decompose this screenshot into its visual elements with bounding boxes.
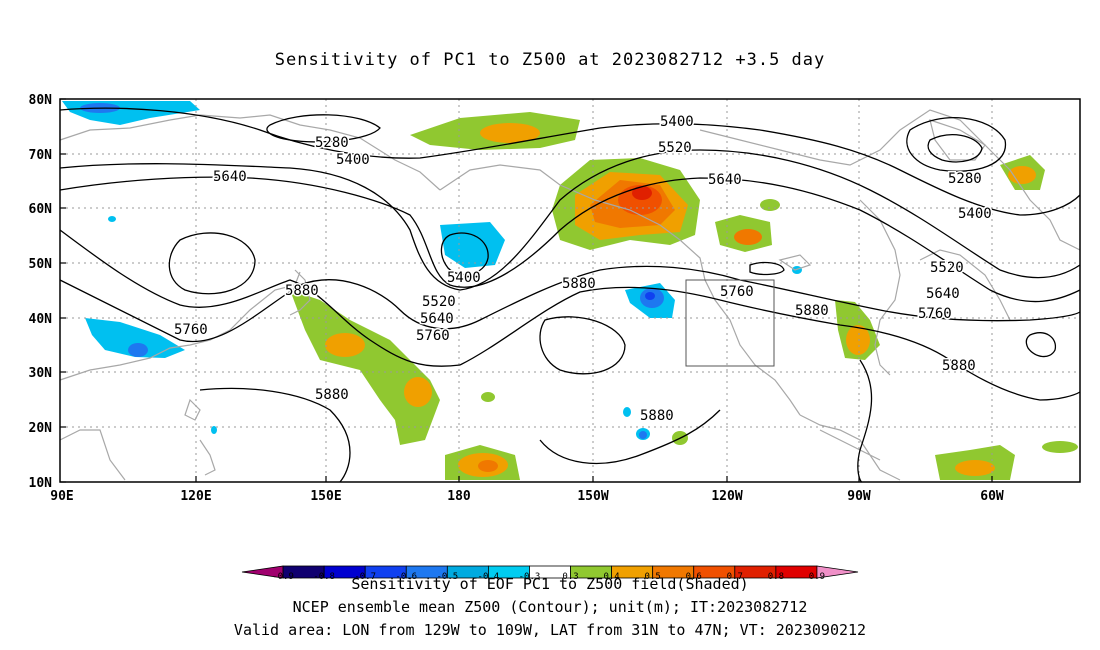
lon-label: 150E <box>310 489 341 504</box>
lon-label: 60W <box>980 489 1004 504</box>
lon-label: 120E <box>180 489 211 504</box>
lat-label: 60N <box>29 202 53 217</box>
colorbar-tick-label: 0.7 <box>726 572 743 582</box>
colorbar <box>241 565 859 579</box>
lon-label: 120W <box>711 489 742 504</box>
colorbar-tick-label: -0.7 <box>354 572 377 582</box>
contour-label: 5880 <box>562 276 596 292</box>
colorbar-tick-label: -0.3 <box>518 572 541 582</box>
contour-label: 5280 <box>315 135 349 151</box>
colorbar-tick-label: -0.4 <box>477 572 500 582</box>
colorbar-tick-label: -0.5 <box>436 572 459 582</box>
contour-label: 5760 <box>720 284 754 300</box>
colorbar-swatch <box>816 565 859 579</box>
colorbar-tick-label: -0.6 <box>395 572 418 582</box>
contour-label: 5880 <box>285 283 319 299</box>
contour-label: 5640 <box>926 286 960 302</box>
colorbar-tick-label: 0.8 <box>767 572 784 582</box>
colorbar-tick-label: 0.6 <box>685 572 702 582</box>
contour-label: 5400 <box>958 206 992 222</box>
contour-label: 5640 <box>708 172 742 188</box>
caption-contour: NCEP ensemble mean Z500 (Contour); unit(… <box>292 598 808 616</box>
lon-label: 90W <box>847 489 871 504</box>
lat-label: 80N <box>29 93 53 108</box>
contour-label: 5640 <box>213 169 247 185</box>
colorbar-tick-label: 0.9 <box>808 572 826 582</box>
contour-label: 5520 <box>930 260 964 276</box>
z500-contours <box>59 107 1081 483</box>
contour-labels: 5280 5400 5640 5400 5520 5640 5760 5880 … <box>173 113 994 426</box>
lat-label: 20N <box>29 421 53 436</box>
contour-label: 5520 <box>422 294 456 310</box>
contour-label: 5880 <box>795 303 829 319</box>
contour-label: 5280 <box>948 171 982 187</box>
chart-title: Sensitivity of PC1 to Z500 at 2023082712… <box>274 50 826 70</box>
colorbar-tick-label: -0.8 <box>313 572 335 582</box>
lat-label: 70N <box>29 148 53 163</box>
contour-label: 5760 <box>918 306 952 322</box>
contour-label: 5880 <box>315 387 349 403</box>
colorbar-tick-labels: -0.9 -0.8 -0.7 -0.6 -0.5 -0.4 -0.3 0.3 0.4 0.5 0.6… <box>240 572 860 586</box>
caption-shaded: Sensitivity of EOF PC1 to Z500 field(Sha… <box>351 575 749 593</box>
contour-label: 5880 <box>640 408 674 424</box>
verification-box <box>685 279 775 367</box>
lon-label: 90E <box>50 489 73 504</box>
shaded-regions <box>62 101 1078 480</box>
lat-label: 40N <box>29 312 53 327</box>
lat-label: 50N <box>29 257 53 272</box>
caption-valid-area: Valid area: LON from 129W to 109W, LAT f… <box>233 621 867 639</box>
colorbar-tick-label: 0.4 <box>603 572 620 582</box>
latitude-labels: 80N 70N 60N 50N 40N 30N 20N 10N <box>29 93 53 491</box>
contour-label: 5640 <box>420 311 454 327</box>
lon-label: 180 <box>447 489 471 504</box>
contour-label: 5880 <box>942 358 976 374</box>
contour-label: 5400 <box>336 152 370 168</box>
contour-label: 5520 <box>658 140 692 156</box>
lat-label: 10N <box>29 476 53 491</box>
lat-label: 30N <box>29 366 53 381</box>
contour-label: 5760 <box>174 322 208 338</box>
lon-label: 150W <box>577 489 608 504</box>
colorbar-tick-label: -0.9 <box>272 572 294 582</box>
contour-label: 5400 <box>660 114 694 130</box>
colorbar-tick-label: 0.3 <box>562 572 579 582</box>
contour-label: 5400 <box>447 270 481 286</box>
grid-lines <box>60 99 1080 482</box>
contour-label: 5760 <box>416 328 450 344</box>
longitude-labels: 90E 120E 150E 180 150W 120W 90W 60W <box>50 489 1004 504</box>
colorbar-tick-label: 0.5 <box>644 572 661 582</box>
